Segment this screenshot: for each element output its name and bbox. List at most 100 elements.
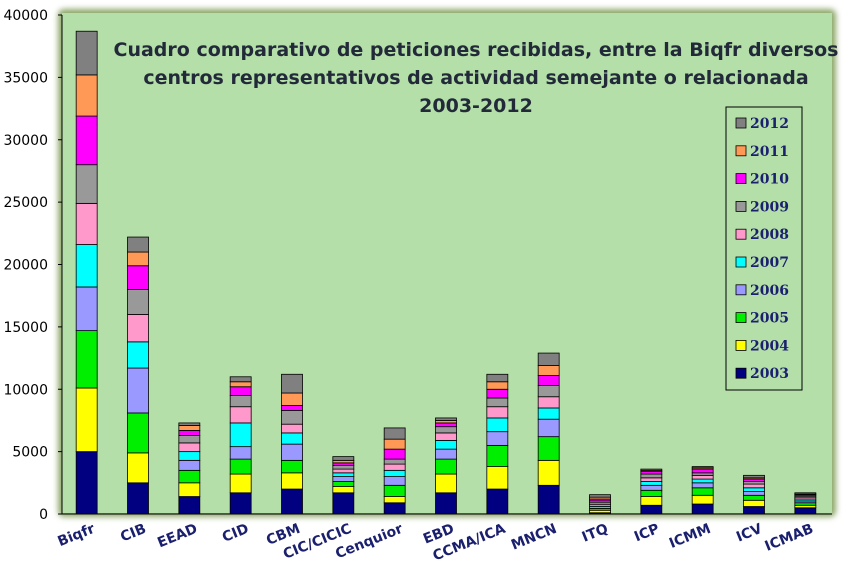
bar-segment-2003 [794,507,817,515]
bar-segment-2005 [75,330,98,389]
bar-segment-2003 [691,503,714,515]
bar-segment-2005 [383,484,406,497]
bar-segment-2004 [743,499,765,507]
bar-segment-2008 [537,396,560,409]
bar-segment-2011 [229,381,252,388]
bar-segment-2005 [743,494,765,501]
x-tick-label: EEAD [155,521,200,551]
legend-swatch-2003 [735,367,747,379]
bar-segment-2003 [229,492,252,515]
bar-segment-2005 [332,481,355,487]
bar-segment-2004 [75,387,98,453]
bar-segment-2009 [486,397,509,408]
bar-segment-2006 [281,443,303,461]
bar-segment-2003 [537,484,560,515]
bar-segment-2012 [486,373,509,383]
bar-segment-2010 [75,115,98,166]
bar-segment-2009 [640,473,663,479]
legend: 2012 2011 2010 2009 2008 2007 2006 2005 2004 2003 [725,106,803,391]
bar-segment-2007 [435,439,457,450]
bar-segment-2005 [435,458,457,475]
bar-segment-2012 [383,427,406,440]
chart-title-line-3: 2003-2012 [419,95,533,117]
bar-segment-2009 [127,289,149,315]
bar-segment-2006 [383,476,406,486]
legend-label-2006: 2006 [750,283,789,299]
bar-segment-2004 [435,473,457,494]
bar-segment-2004 [537,459,560,486]
bar-segment-2003 [743,506,765,515]
bar-segment-2008 [435,432,457,441]
legend-swatch-2008 [735,228,747,240]
legend-swatch-2005 [735,312,747,324]
bar-segment-2008 [127,313,149,343]
legend-swatch-2012 [735,117,747,129]
bars [75,30,817,515]
legend-items: 2012 2011 2010 2009 2008 2007 2006 2005 2004 2003 [735,116,789,382]
x-tick-label: ICP [632,521,662,545]
bar-segment-2007 [537,407,560,420]
bar-segment-2011 [383,438,406,450]
bar-segment-2004 [127,452,149,484]
bar-segment-2006 [691,482,714,489]
bar-segment-2008 [383,463,406,471]
legend-swatch-2007 [735,256,747,268]
bar-segment-2006 [537,418,560,438]
bar-segment-2012 [178,422,201,426]
bar-segment-2006 [435,448,457,460]
bar-segment-2011 [537,365,560,376]
x-tick-label: ICMM [667,521,713,552]
bar-segment-2012 [743,474,765,479]
bar-segment-2012 [75,30,98,76]
bar-segment-2007 [229,422,252,448]
bar-segment-2012 [127,236,149,253]
bar-segment-2003 [75,451,98,515]
bar-segment-2004 [383,496,406,504]
bar-segment-2010 [178,430,201,436]
legend-label-2010: 2010 [750,172,789,188]
bar-segment-2006 [127,367,149,414]
bar-segment-2010 [383,448,406,460]
bar-segment-2010 [281,405,303,411]
bar-segment-2003 [435,492,457,515]
bar-segment-2012 [589,494,611,498]
y-tick-label: 25000 [3,195,48,211]
bar-segment-2009 [178,435,201,444]
y-tick-label: 40000 [3,8,48,24]
bar-segment-2010 [537,375,560,386]
bar-segment-2005 [640,489,663,497]
bar-segment-2005 [127,412,149,454]
y-tick-label: 15000 [3,320,48,336]
bar-segment-2004 [332,486,355,494]
bar-segment-2003 [127,482,149,515]
legend-swatch-2006 [735,284,747,296]
y-tick-label: 5000 [12,445,48,461]
bar-segment-2012 [229,376,252,383]
x-tick-label: Biqfr [55,521,97,550]
y-axis-ticks: 0 5000 10000 15000 20000 25000 30000 35000 40000 [3,8,62,523]
bar-segment-2009 [229,395,252,408]
bar-segment-2008 [75,202,98,245]
bar-segment-2010 [229,386,252,396]
legend-label-2007: 2007 [750,255,789,271]
legend-label-2005: 2005 [750,311,789,327]
bar-segment-2012 [640,468,663,471]
bar-segment-2003 [178,496,201,515]
legend-label-2008: 2008 [750,227,789,243]
bar-segment-2008 [178,442,201,453]
bar-segment-2006 [332,476,355,482]
bar-segment-2007 [127,341,149,369]
legend-swatch-2010 [735,173,747,185]
bar-segment-2007 [486,417,509,433]
x-tick-label: ICMAB [763,521,816,555]
bar-segment-2012 [281,373,303,394]
bar-segment-2009 [75,164,98,204]
legend-label-2011: 2011 [750,144,789,160]
bar-segment-2008 [691,474,714,480]
bar-segment-2004 [640,496,663,506]
chart-title-line-2: centros representativos de actividad sem… [143,67,808,89]
bar-segment-2012 [332,456,355,461]
bar-segment-2012 [794,492,817,495]
bar-segment-2011 [75,74,98,117]
